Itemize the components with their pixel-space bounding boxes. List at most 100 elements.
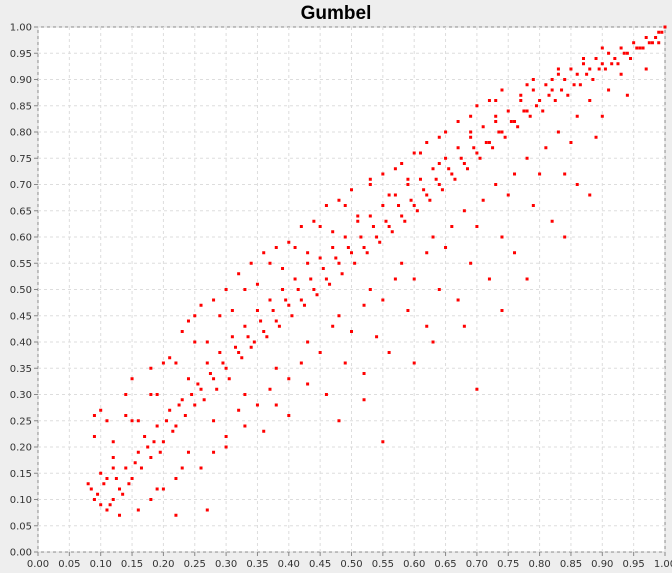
data-point <box>161 440 165 444</box>
data-point <box>390 230 394 234</box>
data-point <box>381 298 385 302</box>
x-tick-label: 0.60 <box>403 559 425 570</box>
data-point <box>484 141 488 144</box>
data-point <box>274 246 278 249</box>
data-point <box>343 204 347 207</box>
data-point <box>437 183 441 186</box>
data-point <box>400 261 404 265</box>
data-point <box>447 167 451 171</box>
data-point <box>155 393 159 396</box>
data-point <box>237 272 241 276</box>
data-point <box>302 303 306 307</box>
x-tick-label: 0.80 <box>528 559 550 570</box>
data-point <box>635 46 639 50</box>
data-point <box>462 209 466 213</box>
data-point <box>563 172 567 176</box>
data-point <box>368 177 372 181</box>
data-point <box>127 482 131 486</box>
y-tick-label: 0.65 <box>10 206 32 217</box>
data-point <box>96 492 100 496</box>
data-point <box>99 503 103 507</box>
x-tick-label: 0.90 <box>591 559 613 570</box>
data-point <box>212 298 216 302</box>
data-point <box>193 403 197 407</box>
y-tick-label: 0.85 <box>10 101 32 112</box>
data-point <box>337 419 341 423</box>
data-point <box>487 99 491 102</box>
data-point <box>130 477 134 480</box>
data-point <box>538 99 542 102</box>
data-point <box>516 125 520 129</box>
data-point <box>456 120 460 123</box>
data-point <box>393 167 397 171</box>
data-point <box>143 435 147 438</box>
data-point <box>400 162 404 165</box>
data-point <box>290 314 294 318</box>
data-point <box>350 188 353 192</box>
data-point <box>111 466 115 470</box>
data-point <box>406 183 410 186</box>
y-tick-label: 0.45 <box>10 311 32 322</box>
data-point <box>397 204 401 207</box>
data-point <box>111 498 115 501</box>
data-point <box>418 177 422 181</box>
data-point <box>124 393 128 396</box>
data-point <box>644 36 648 39</box>
data-point <box>368 214 372 218</box>
data-point <box>616 62 620 66</box>
data-point <box>234 345 238 349</box>
y-tick-label: 0.80 <box>10 128 32 139</box>
data-point <box>387 351 391 354</box>
data-point <box>152 440 156 444</box>
data-point <box>412 361 416 365</box>
x-axis-ticks: 0.00 0.05 0.10 0.15 0.20 0.25 0.30 0.35 0.40 0.45… <box>27 552 672 570</box>
data-point <box>541 109 545 113</box>
data-point <box>281 267 285 270</box>
data-point <box>99 408 103 412</box>
data-point <box>425 251 429 255</box>
data-point <box>243 324 247 328</box>
data-point <box>478 156 482 160</box>
data-point <box>202 398 206 402</box>
data-point <box>299 225 303 228</box>
data-point <box>212 419 216 423</box>
data-point <box>331 230 335 234</box>
data-point <box>500 235 504 239</box>
data-points <box>86 25 667 517</box>
x-tick-label: 0.00 <box>27 559 49 570</box>
data-point <box>553 99 557 102</box>
data-point <box>262 251 266 255</box>
y-axis-ticks: 0.00 0.05 0.10 0.15 0.20 0.25 0.30 0.35 0.40 0.45… <box>10 23 38 559</box>
data-point <box>262 330 266 333</box>
data-point <box>371 225 375 228</box>
data-point <box>440 188 444 192</box>
data-point <box>92 414 96 417</box>
data-point <box>309 277 313 281</box>
data-point <box>393 277 397 281</box>
data-point <box>111 440 115 444</box>
data-point <box>528 114 532 118</box>
x-tick-label: 0.25 <box>184 559 206 570</box>
data-point <box>591 78 595 81</box>
data-point <box>334 256 338 260</box>
data-point <box>400 214 404 218</box>
chart-title: Gumbel <box>300 3 372 24</box>
data-point <box>465 167 469 171</box>
data-point <box>384 219 388 223</box>
x-tick-label: 0.55 <box>372 559 394 570</box>
x-tick-label: 0.40 <box>278 559 300 570</box>
data-point <box>607 88 611 92</box>
data-point <box>538 172 542 176</box>
data-point <box>287 414 291 417</box>
data-point <box>362 303 366 307</box>
data-point <box>641 46 645 50</box>
data-point <box>331 246 335 249</box>
data-point <box>255 309 259 312</box>
data-point <box>525 83 529 87</box>
data-point <box>600 62 604 66</box>
data-point <box>437 288 441 291</box>
x-tick-label: 0.10 <box>90 559 112 570</box>
data-point <box>124 414 128 417</box>
data-point <box>462 162 466 165</box>
data-point <box>321 267 325 270</box>
